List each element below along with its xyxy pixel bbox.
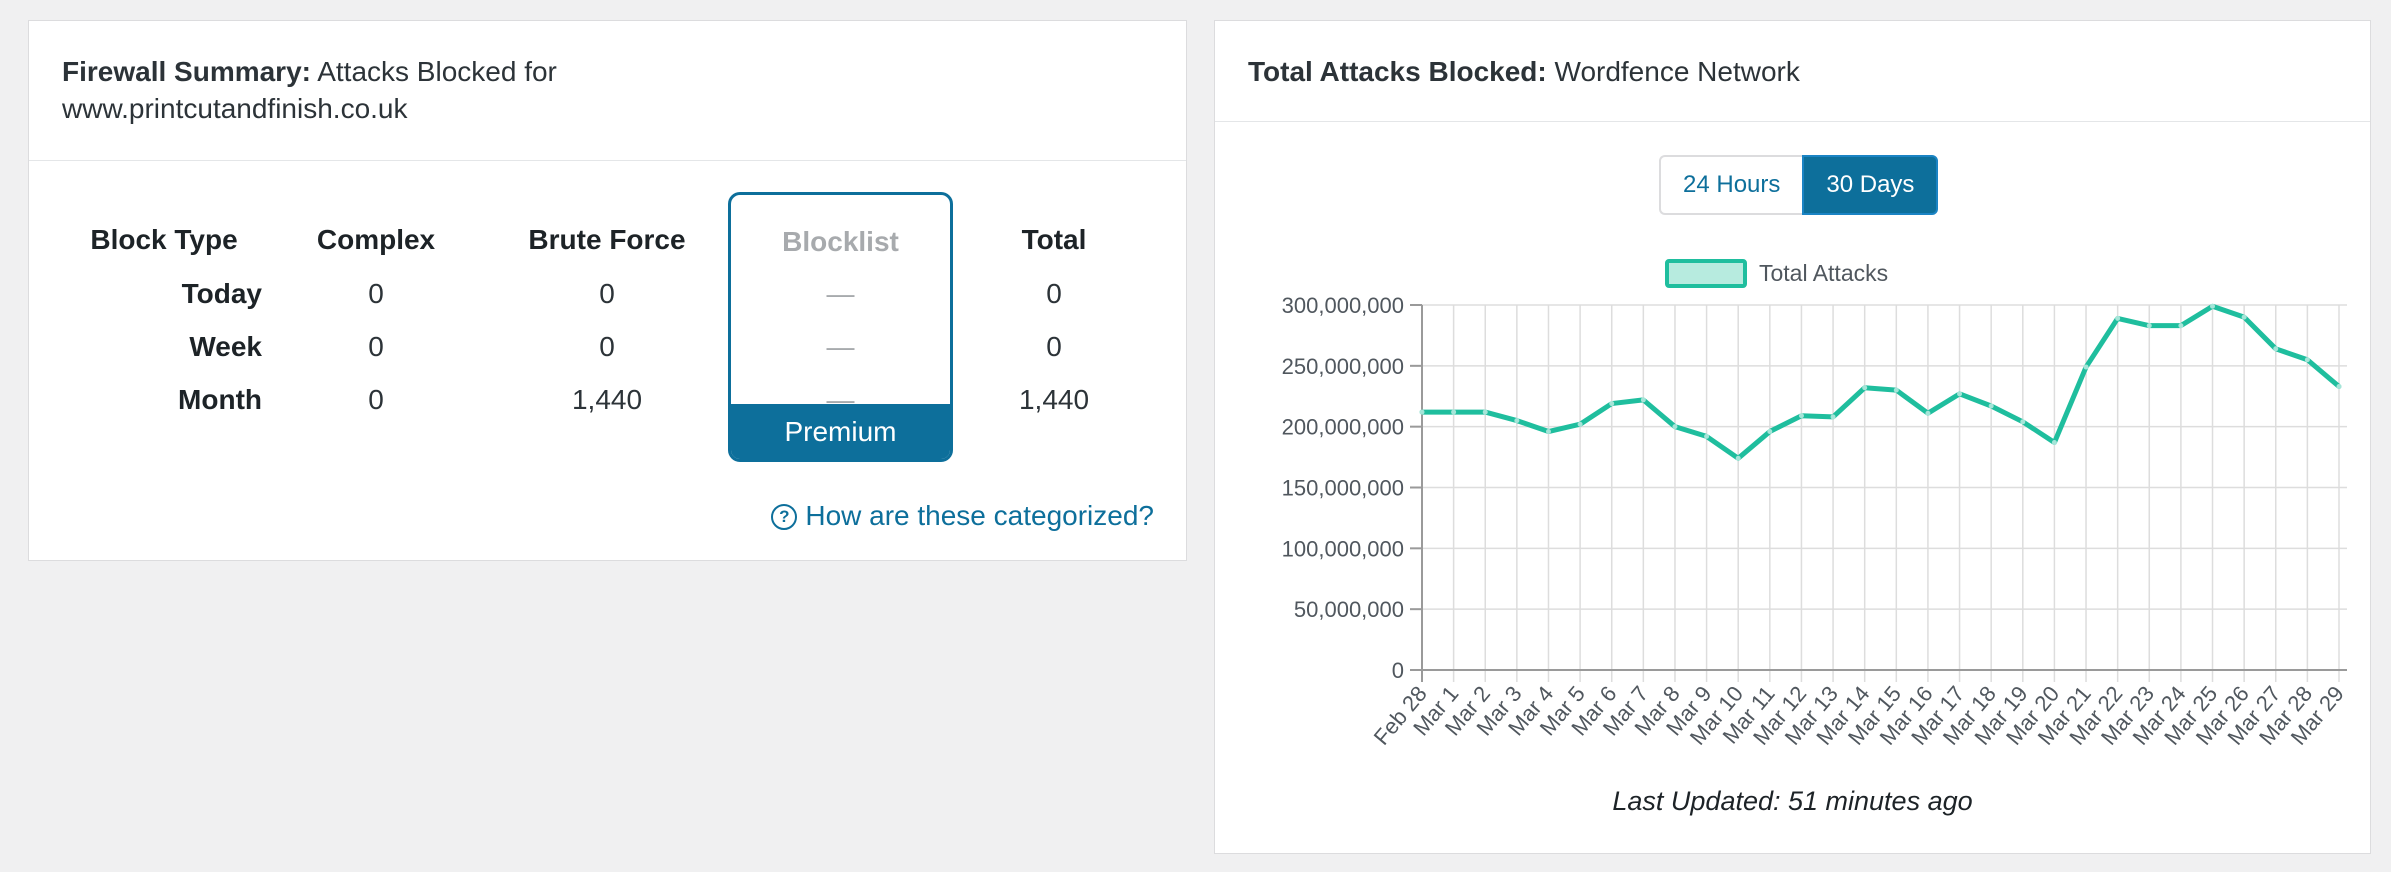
series-total-attacks bbox=[1419, 303, 2342, 461]
data-point[interactable] bbox=[1482, 409, 1488, 415]
firewall-summary-header: Firewall Summary: Attacks Blocked for ww… bbox=[29, 21, 1186, 161]
col-header-brute-force: Brute Force bbox=[528, 224, 686, 255]
month-brute-force-value: 1,440 bbox=[571, 384, 643, 415]
time-range-toggle: 24 Hours 30 Days bbox=[1659, 155, 1939, 215]
network-attacks-header: Total Attacks Blocked: Wordfence Network bbox=[1215, 21, 2370, 122]
data-point[interactable] bbox=[1577, 421, 1583, 427]
data-point[interactable] bbox=[2241, 314, 2247, 320]
week-brute-force-value: 0 bbox=[599, 331, 615, 362]
y-tick-label: 250,000,000 bbox=[1282, 354, 1404, 379]
data-point[interactable] bbox=[1988, 403, 1994, 409]
data-point[interactable] bbox=[1609, 401, 1615, 407]
today-complex-value: 0 bbox=[368, 278, 384, 309]
premium-button[interactable]: Premium bbox=[731, 404, 950, 459]
data-point[interactable] bbox=[2304, 357, 2310, 363]
chart-legend[interactable]: Total Attacks bbox=[1665, 259, 1888, 288]
network-attacks-card: Total Attacks Blocked: Wordfence Network… bbox=[1214, 20, 2371, 854]
data-point[interactable] bbox=[2210, 303, 2216, 309]
question-circle-icon: ? bbox=[771, 504, 798, 530]
data-point[interactable] bbox=[1419, 409, 1425, 415]
data-point[interactable] bbox=[1798, 413, 1804, 419]
y-tick-label: 300,000,000 bbox=[1282, 293, 1404, 318]
row-label-today: Today bbox=[181, 278, 262, 309]
y-tick-label: 150,000,000 bbox=[1282, 476, 1404, 501]
blocklist-premium-box[interactable]: Blocklist — — — Premium bbox=[728, 192, 953, 462]
network-attacks-title: Total Attacks Blocked: bbox=[1248, 56, 1547, 87]
data-point[interactable] bbox=[1925, 410, 1931, 416]
y-axis-ticks: 0 50,000,000 100,000,000 150,000,000 200,000… bbox=[1282, 293, 1422, 683]
data-point[interactable] bbox=[2115, 315, 2121, 321]
firewall-summary-title: Firewall Summary: bbox=[62, 56, 311, 87]
legend-swatch bbox=[1665, 259, 1747, 288]
data-point[interactable] bbox=[1862, 385, 1868, 391]
row-label-week: Week bbox=[189, 331, 262, 362]
data-point[interactable] bbox=[2146, 323, 2152, 329]
col-header-blocklist: Blocklist bbox=[782, 226, 899, 257]
data-point[interactable] bbox=[1767, 429, 1773, 435]
data-point[interactable] bbox=[2083, 364, 2089, 370]
data-point[interactable] bbox=[1893, 387, 1899, 393]
network-attacks-subtitle: Wordfence Network bbox=[1554, 56, 1800, 87]
today-brute-force-value: 0 bbox=[599, 278, 615, 309]
data-point[interactable] bbox=[2273, 346, 2279, 352]
today-blocklist-value: — bbox=[826, 278, 855, 309]
data-point[interactable] bbox=[1672, 424, 1678, 430]
y-tick-label: 100,000,000 bbox=[1282, 536, 1404, 561]
data-point[interactable] bbox=[1704, 433, 1710, 439]
data-point[interactable] bbox=[1514, 418, 1520, 424]
col-header-total: Total bbox=[1021, 224, 1087, 255]
y-tick-label: 0 bbox=[1392, 658, 1404, 683]
site-domain: www.printcutandfinish.co.uk bbox=[62, 93, 408, 124]
week-blocklist-value: — bbox=[826, 331, 855, 362]
data-point[interactable] bbox=[1545, 429, 1551, 435]
toggle-24-hours-button[interactable]: 24 Hours bbox=[1659, 155, 1803, 215]
month-complex-value: 0 bbox=[368, 384, 384, 415]
data-point[interactable] bbox=[1735, 455, 1741, 461]
today-total-value: 0 bbox=[1046, 278, 1062, 309]
row-label-month: Month bbox=[178, 384, 262, 415]
week-complex-value: 0 bbox=[368, 331, 384, 362]
how-categorized-link-text: How are these categorized? bbox=[805, 500, 1154, 531]
data-point[interactable] bbox=[2020, 419, 2026, 425]
how-categorized-link[interactable]: ? How are these categorized? bbox=[771, 499, 1154, 533]
y-tick-label: 200,000,000 bbox=[1282, 415, 1404, 440]
col-header-block-type: Block Type bbox=[90, 224, 238, 255]
series-line-total-attacks bbox=[1419, 303, 2342, 461]
data-point[interactable] bbox=[2051, 439, 2057, 445]
data-point[interactable] bbox=[1451, 409, 1457, 415]
data-point[interactable] bbox=[1957, 391, 1963, 397]
chart-grid bbox=[1421, 304, 2347, 682]
month-total-value: 1,440 bbox=[1018, 384, 1090, 415]
y-tick-label: 50,000,000 bbox=[1294, 597, 1404, 622]
data-point[interactable] bbox=[1830, 414, 1836, 420]
firewall-summary-subtitle: Attacks Blocked for bbox=[317, 56, 557, 87]
week-total-value: 0 bbox=[1046, 331, 1062, 362]
data-point[interactable] bbox=[2178, 323, 2184, 329]
legend-label-total-attacks: Total Attacks bbox=[1759, 260, 1888, 286]
toggle-30-days-button[interactable]: 30 Days bbox=[1802, 155, 1939, 215]
col-header-complex: Complex bbox=[316, 224, 436, 255]
data-point[interactable] bbox=[2336, 384, 2342, 390]
data-point[interactable] bbox=[1640, 397, 1646, 403]
attacks-line-chart: Total Attacks 0 50,000,000 100,000,000 150,… bbox=[1282, 259, 2349, 750]
last-updated-text: Last Updated: 51 minutes ago bbox=[1612, 786, 1973, 816]
firewall-summary-card: Firewall Summary: Attacks Blocked for ww… bbox=[28, 20, 1187, 561]
